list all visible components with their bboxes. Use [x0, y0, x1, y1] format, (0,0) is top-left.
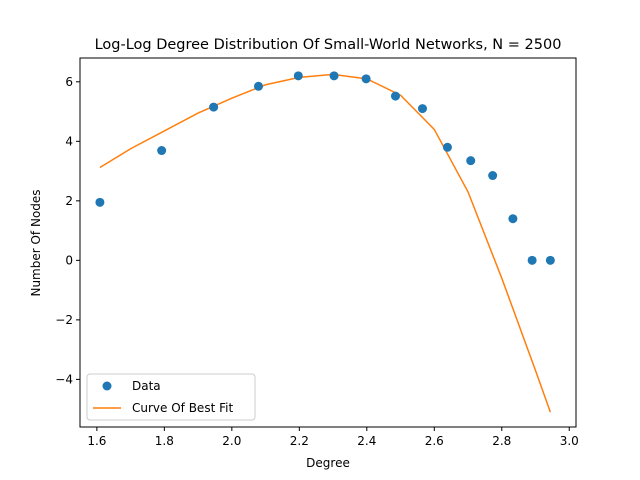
data-point	[390, 91, 400, 101]
x-tick-label: 1.8	[155, 434, 174, 448]
x-tick-label: 3.0	[560, 434, 579, 448]
x-tick-label: 2.8	[492, 434, 511, 448]
x-axis: 1.6 1.8 2.0 2.2 2.4 2.6 2.8 3.0	[87, 427, 579, 448]
y-tick-label: −2	[55, 313, 73, 327]
y-axis-label: Number Of Nodes	[29, 189, 43, 296]
y-tick-label: 4	[65, 134, 73, 148]
data-point	[508, 214, 518, 224]
y-tick-label: 0	[65, 253, 73, 267]
y-tick-label: −4	[55, 372, 73, 386]
legend-marker-data	[102, 381, 112, 391]
legend-box	[86, 373, 256, 421]
axes-frame	[79, 57, 577, 428]
x-tick-label: 2.2	[290, 434, 309, 448]
legend-entry-label: Data	[132, 379, 161, 393]
legend: Data Curve Of Best Fit	[86, 373, 256, 421]
y-axis: −4 −2 0 2 4 6	[55, 75, 80, 386]
data-point	[442, 142, 452, 152]
legend-entry-label: Curve Of Best Fit	[132, 401, 233, 415]
y-tick-label: 2	[65, 194, 73, 208]
x-axis-label: Degree	[306, 456, 350, 470]
y-tick-label: 6	[65, 75, 73, 89]
chart-title: Log-Log Degree Distribution Of Small-Wor…	[95, 37, 562, 53]
data-point	[488, 171, 498, 181]
data-point	[95, 197, 105, 207]
x-tick-label: 2.0	[222, 434, 241, 448]
data-point	[329, 71, 339, 81]
data-point	[253, 81, 263, 91]
plot-area	[79, 57, 577, 428]
data-point	[527, 255, 537, 265]
data-point	[361, 74, 371, 84]
x-tick-label: 2.4	[357, 434, 376, 448]
data-point	[545, 255, 555, 265]
data-point	[417, 104, 427, 114]
data-point	[293, 71, 303, 81]
data-point	[209, 102, 219, 112]
data-point	[157, 146, 167, 156]
x-tick-label: 1.6	[87, 434, 106, 448]
x-tick-label: 2.6	[425, 434, 444, 448]
data-point	[466, 156, 476, 166]
